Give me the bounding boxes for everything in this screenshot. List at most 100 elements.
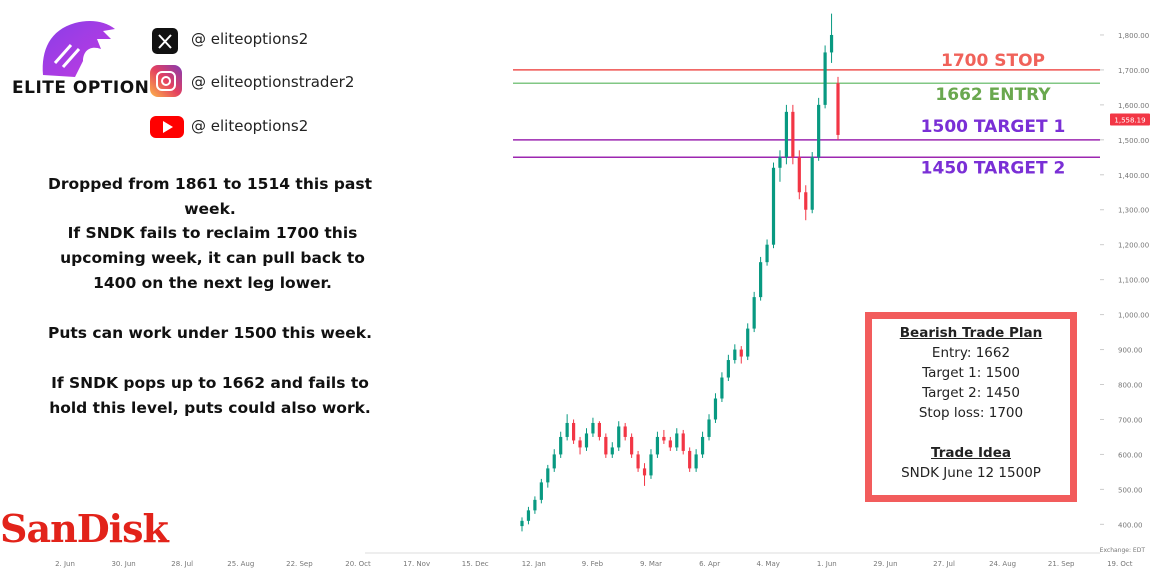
- y-tick-label: 500.00: [1118, 486, 1143, 494]
- social-handle: @ eliteoptionstrader2: [191, 73, 355, 91]
- candle-body: [630, 436, 634, 455]
- logo-mark: [42, 21, 115, 77]
- plan-title: Bearish Trade Plan: [899, 325, 1043, 341]
- y-tick-label: 700.00: [1118, 416, 1143, 424]
- level-label: 1700 STOP: [941, 51, 1045, 71]
- plan-line: Entry: 1662: [931, 345, 1011, 361]
- candle-body: [726, 360, 730, 378]
- commentary: Dropped from 1861 to 1514 this past week…: [47, 175, 373, 218]
- candle-body: [784, 111, 789, 158]
- y-tick-label: 800.00: [1118, 382, 1143, 390]
- y-tick-label: 400.00: [1118, 521, 1143, 529]
- candle-body: [668, 440, 672, 448]
- company-logo: SanDisk: [0, 506, 169, 551]
- y-tick-label: 1,700.00: [1118, 67, 1149, 75]
- candle-body: [642, 468, 647, 476]
- candle-body: [759, 262, 763, 298]
- candle-body: [539, 482, 543, 500]
- candle-body: [584, 433, 589, 448]
- last-price-tag: [1110, 113, 1150, 126]
- x-tick-label: 9. Mar: [640, 560, 662, 568]
- exchange-label: Exchange: EDT: [1100, 547, 1146, 554]
- candle-body: [552, 454, 556, 469]
- x-tick-label: 2. Jun: [55, 560, 75, 568]
- candle-body: [681, 433, 685, 451]
- plan-line: Stop loss: 1700: [918, 405, 1024, 421]
- candle-body: [675, 433, 679, 448]
- candle-body: [526, 510, 531, 521]
- candle-body: [700, 436, 705, 455]
- y-tick-label: 1,400.00: [1118, 172, 1149, 180]
- y-tick-label: 1,600.00: [1118, 102, 1149, 110]
- candle-body: [804, 192, 808, 210]
- y-tick-label: 1,200.00: [1118, 242, 1149, 250]
- candle-body: [546, 468, 550, 483]
- x-tick-label: 24. Aug: [989, 560, 1016, 568]
- x-tick-label: 21. Sep: [1048, 560, 1075, 568]
- candle-body: [739, 349, 743, 357]
- plan-line: Target 1: 1500: [922, 365, 1020, 381]
- candle-body: [610, 447, 614, 455]
- candle-body: [746, 328, 750, 357]
- y-tick-label: 1,800.00: [1118, 32, 1149, 40]
- candle-body: [720, 377, 724, 399]
- candle-body: [655, 436, 660, 455]
- level-label: 1662 ENTRY: [935, 85, 1051, 105]
- candle-body: [597, 422, 601, 437]
- social-handle: @ eliteoptions2: [191, 30, 309, 48]
- commentary: If SNDK pops up to 1662 and fails to hol…: [49, 374, 371, 417]
- candle-body: [617, 426, 621, 448]
- x-tick-label: 9. Feb: [582, 560, 604, 568]
- candle-body: [694, 454, 698, 469]
- candle-body: [578, 440, 582, 448]
- candle-body: [771, 167, 776, 245]
- instagram-icon: [150, 65, 182, 97]
- candle-body: [791, 111, 795, 158]
- y-tick-label: 600.00: [1118, 451, 1143, 459]
- candle-body: [752, 297, 756, 329]
- x-tick-label: 15. Dec: [462, 560, 489, 568]
- y-tick-label: 1,000.00: [1118, 312, 1149, 320]
- y-tick-label: 900.00: [1118, 347, 1143, 355]
- candle-body: [559, 436, 563, 455]
- candle-body: [810, 157, 814, 210]
- instagram-glyph: [156, 71, 176, 91]
- candle-body: [662, 436, 666, 441]
- candle-body: [713, 398, 718, 420]
- candle-body: [836, 83, 840, 135]
- candle-body: [823, 52, 827, 105]
- x-tick-label: 19. Oct: [1107, 560, 1133, 568]
- x-tick-label: 1. Jun: [817, 560, 837, 568]
- brand-name: ELITE OPTIONS: [12, 78, 163, 98]
- x-tick-label: 20. Oct: [345, 560, 371, 568]
- x-tick-label: 25. Aug: [227, 560, 254, 568]
- x-tick-label: 4. May: [757, 560, 780, 568]
- candle-body: [778, 157, 782, 168]
- x-tick-label: 22. Sep: [286, 560, 313, 568]
- x-glyph: [158, 34, 172, 49]
- x-tick-label: 27. Jul: [933, 560, 955, 568]
- y-tick-label: 1,100.00: [1118, 277, 1149, 285]
- x-tick-label: 17. Nov: [403, 560, 430, 568]
- level-label: 1500 TARGET 1: [921, 117, 1066, 137]
- y-tick-label: 1,500.00: [1118, 137, 1149, 145]
- candle-body: [571, 422, 576, 441]
- candle-body: [829, 34, 834, 53]
- trade-plan: Bearish Trade Plan Entry: 1662 Target 1:…: [865, 312, 1077, 502]
- youtube-glyph: [163, 121, 173, 133]
- candle-body: [591, 422, 595, 434]
- candle-body: [707, 419, 711, 437]
- social-icons: [150, 28, 184, 138]
- x-tick-label: 28. Jul: [171, 560, 193, 568]
- candle-body: [817, 104, 821, 158]
- candle-body: [520, 520, 524, 527]
- candle-body: [649, 454, 653, 476]
- social-handle: @ eliteoptions2: [191, 117, 309, 135]
- plan-line: Target 2: 1450: [922, 385, 1020, 401]
- last-price-label: 1,558.19: [1114, 116, 1145, 124]
- candle-body: [688, 450, 692, 469]
- candle-body: [733, 349, 737, 361]
- idea-title: Trade Idea: [931, 445, 1011, 461]
